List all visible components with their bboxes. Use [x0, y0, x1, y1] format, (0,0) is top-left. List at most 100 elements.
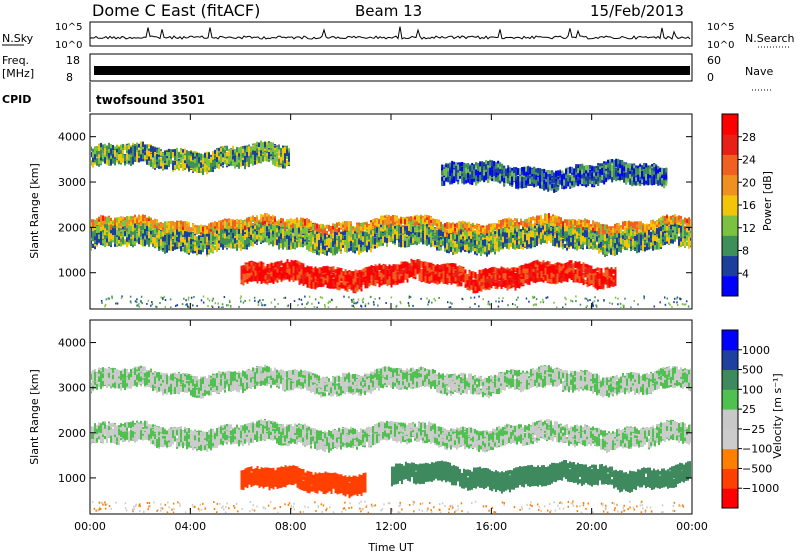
heatmap-cell: [186, 225, 188, 233]
heatmap-cell: [130, 226, 132, 232]
heatmap-cell: [142, 229, 144, 234]
heatmap-cell: [208, 224, 210, 229]
heatmap-cell: [94, 234, 96, 241]
heatmap-cell: [516, 223, 518, 229]
heatmap-cell: [212, 226, 214, 232]
heatmap-cell: [224, 220, 226, 226]
heatmap-cell: [100, 227, 102, 232]
heatmap-cell: [586, 224, 588, 229]
heatmap-cell: [314, 229, 316, 235]
heatmap-cell: [602, 225, 604, 230]
heatmap-cell: [646, 225, 648, 230]
heatmap-cell: [564, 219, 566, 224]
heatmap-cell: [100, 221, 102, 226]
heatmap-cell: [358, 223, 360, 230]
heatmap-cell: [140, 238, 142, 246]
heatmap-cell: [226, 218, 228, 223]
heatmap-cell: [346, 226, 348, 234]
heatmap-cell: [156, 224, 158, 232]
heatmap-cell: [434, 218, 436, 225]
heatmap-cell: [168, 240, 170, 246]
heatmap-cell: [148, 220, 150, 228]
heatmap-cell: [91, 227, 92, 235]
heatmap-cell: [110, 239, 112, 244]
freq-ybottom: 8: [66, 71, 73, 84]
heatmap-cell: [136, 233, 138, 240]
heatmap-cell: [264, 215, 266, 221]
heatmap-cell: [250, 220, 252, 225]
heatmap-cell: [190, 228, 192, 235]
heatmap-cell: [108, 220, 110, 226]
heatmap-cell: [116, 231, 118, 239]
heatmap-cell: [112, 221, 114, 225]
heatmap-cell: [338, 223, 340, 227]
heatmap-cell: [582, 224, 584, 230]
heatmap-cell: [160, 223, 162, 228]
heatmap-cell: [178, 221, 180, 228]
heatmap-cell: [132, 225, 134, 232]
heatmap-cell: [292, 224, 294, 231]
heatmap-cell: [532, 223, 534, 229]
heatmap-cell: [180, 241, 182, 246]
heatmap-cell: [544, 215, 546, 221]
heatmap-cell: [458, 224, 460, 231]
heatmap-cell: [420, 218, 422, 225]
heatmap-cell: [648, 226, 650, 230]
power-heatmap: [91, 140, 691, 308]
heatmap-cell: [396, 216, 398, 221]
heatmap-cell: [412, 220, 414, 225]
heatmap-cell: [150, 234, 152, 241]
heatmap-cell: [118, 227, 120, 232]
heatmap-cell: [342, 228, 344, 234]
heatmap-cell: [460, 224, 462, 231]
heatmap-cell: [140, 215, 142, 222]
heatmap-cell: [94, 240, 96, 244]
heatmap-cell: [584, 222, 586, 226]
heatmap-cell: [378, 224, 380, 228]
heatmap-cell: [580, 223, 582, 229]
heatmap-cell: [640, 229, 642, 234]
heatmap-cell: [104, 216, 106, 222]
heatmap-cell: [154, 233, 156, 238]
heatmap-cell: [92, 228, 94, 232]
heatmap-cell: [120, 217, 122, 221]
heatmap-cell: [182, 221, 184, 225]
heatmap-cell: [164, 224, 166, 231]
heatmap-cell: [126, 220, 128, 226]
heatmap-cell: [530, 216, 532, 222]
heatmap-cell: [536, 219, 538, 227]
heatmap-cell: [382, 216, 384, 222]
heatmap-cell: [220, 221, 222, 227]
heatmap-cell: [298, 219, 300, 223]
heatmap-cell: [100, 239, 102, 246]
heatmap-cell: [556, 220, 558, 227]
heatmap-cell: [112, 228, 114, 232]
heatmap-cell: [564, 224, 566, 229]
heatmap-cell: [98, 221, 100, 228]
heatmap-cell: [94, 230, 96, 237]
heatmap-cell: [474, 224, 476, 229]
heatmap-cell: [680, 215, 682, 219]
heatmap-cell: [118, 230, 120, 237]
heatmap-cell: [108, 232, 110, 238]
heatmap-cell: [178, 242, 180, 247]
heatmap-cell: [320, 228, 322, 233]
heatmap-cell: [372, 222, 374, 226]
heatmap-cell: [106, 217, 108, 225]
heatmap-cell: [276, 220, 278, 225]
heatmap-cell: [140, 232, 142, 237]
heatmap-cell: [154, 218, 156, 225]
heatmap-cell: [546, 213, 548, 220]
heatmap-cell: [142, 223, 144, 230]
heatmap-cell: [582, 221, 584, 227]
heatmap-cell: [630, 235, 632, 241]
heatmap-cell: [674, 214, 676, 219]
heatmap-cell: [670, 218, 672, 225]
nave-label: Nave: [745, 65, 773, 78]
nsky-frame: [89, 21, 693, 47]
heatmap-cell: [428, 215, 430, 221]
heatmap-cell: [524, 222, 526, 228]
heatmap-cell: [96, 220, 98, 224]
heatmap-cell: [128, 240, 130, 245]
